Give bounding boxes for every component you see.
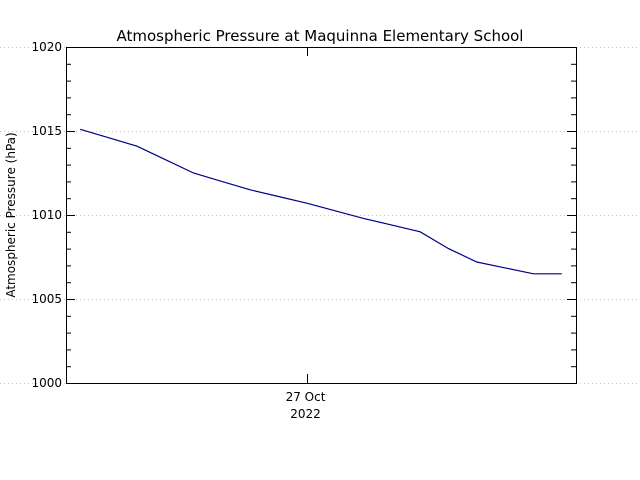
y-tick-label-1005: 1005: [31, 292, 62, 306]
series-line-0: [80, 128, 562, 275]
series-layer: [80, 128, 562, 275]
y-tick-label-1020: 1020: [31, 40, 62, 54]
chart-title: Atmospheric Pressure at Maquinna Element…: [117, 27, 524, 45]
y-axis-label: Atmospheric Pressure (hPa): [4, 132, 18, 297]
y-tick-label-1015: 1015: [31, 124, 62, 138]
grid-layer: [0, 47, 640, 384]
y-tick-label-1000: 1000: [31, 376, 62, 390]
y-tick-label-1010: 1010: [31, 208, 62, 222]
x-tick-label-date: 27 Oct: [286, 390, 326, 404]
tick-layer: [66, 47, 576, 384]
x-tick-label-year: 2022: [290, 407, 321, 421]
label-layer: 1000 1005 1010 1015 1020 27 Oct 2022: [31, 40, 325, 421]
